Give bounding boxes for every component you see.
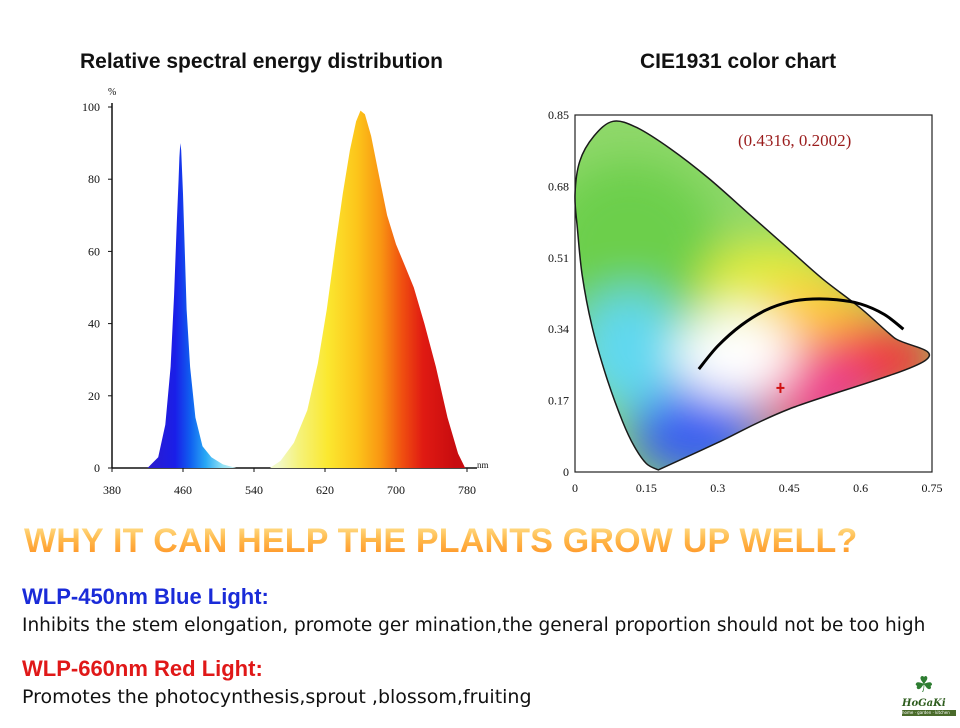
chromaticity-coordinates-label: (0.4316, 0.2002) <box>738 131 851 150</box>
hogaki-logo: ☘ HoGaKi home · garden · kitchen <box>900 674 958 720</box>
cie-y-tick-label: 0.34 <box>548 322 569 336</box>
blue-light-heading: WLP-450nm Blue Light: <box>22 584 269 609</box>
logo-subtext: home · garden · kitchen <box>902 710 956 716</box>
spectrum-x-tick-label: 380 <box>103 483 121 497</box>
spectrum-x-tick-label: 620 <box>316 483 334 497</box>
cie-y-tick-label: 0.68 <box>548 179 569 193</box>
headline: WHY IT CAN HELP THE PLANTS GROW UP WELL? <box>24 522 858 560</box>
cie-y-tick-label: 0.17 <box>548 394 569 408</box>
cie-x-tick-label: 0.15 <box>636 481 657 495</box>
chromaticity-point-marker <box>776 382 785 393</box>
spectrum-y-tick-label: 60 <box>88 244 100 258</box>
spectrum-y-tick-label: 20 <box>88 389 100 403</box>
cie-y-tick-label: 0.85 <box>548 108 569 122</box>
cie-y-tick-label: 0 <box>563 465 569 479</box>
planckian-locus <box>697 297 905 371</box>
blue-light-description: Inhibits the stem elongation, promote ge… <box>22 615 926 636</box>
cie-chart-title: CIE1931 color chart <box>640 50 837 73</box>
spectrum-x-tick-label: 460 <box>174 483 192 497</box>
cie-plot-frame <box>574 114 933 473</box>
spectrum-y-tick-label: 0 <box>94 461 100 475</box>
spectrum-y-tick-label: 80 <box>88 172 100 186</box>
cie-x-tick-label: 0.3 <box>710 481 725 495</box>
cie-y-tick-label: 0.51 <box>548 251 569 265</box>
red-light-description: Promotes the photocynthesis,sprout ,blos… <box>22 686 532 708</box>
cie-x-tick-label: 0.45 <box>779 481 800 495</box>
spectrum-y-unit: % <box>108 87 116 98</box>
red-light-heading: WLP-660nm Red Light: <box>22 656 263 681</box>
red-peak-area <box>269 110 466 468</box>
spectral-locus <box>574 120 930 471</box>
spectrum-x-unit: nm <box>477 460 489 470</box>
spectrum-x-tick-label: 700 <box>387 483 405 497</box>
spectrum-chart-title: Relative spectral energy distribution <box>80 50 443 73</box>
cie-x-tick-label: 0 <box>572 481 578 495</box>
spectrum-chart: 380 460 540 620 700 780 0 20 40 60 80 100 % nm <box>82 87 489 497</box>
leaf-house-icon: ☘ <box>914 672 934 697</box>
spectrum-x-tick-label: 540 <box>245 483 263 497</box>
logo-text: HoGaKi <box>902 698 946 709</box>
cie-color-fill <box>574 120 930 470</box>
spectrum-y-tick-label: 40 <box>88 317 100 331</box>
blue-peak-area <box>147 143 237 468</box>
cie-x-tick-label: 0.6 <box>853 481 868 495</box>
spectrum-y-tick-label: 100 <box>82 100 100 114</box>
cie-x-tick-label: 0.75 <box>922 481 943 495</box>
cie-chart: (0.4316, 0.2002) 0 0.15 0.3 0.45 0.6 0.75 0 0.1… <box>548 108 943 495</box>
spectrum-x-tick-label: 780 <box>458 483 476 497</box>
